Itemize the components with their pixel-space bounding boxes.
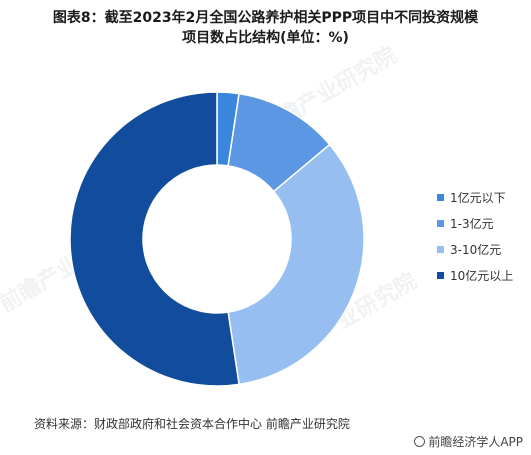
legend-item-1: 1亿元以下	[437, 191, 531, 205]
brand-logo-icon	[414, 436, 426, 447]
legend-label: 3-10亿元	[450, 243, 502, 257]
legend-label: 1亿元以下	[450, 191, 506, 205]
brand-footer: 前瞻经济学人APP	[414, 433, 523, 450]
chart-title-line-1: 图表8：截至2023年2月全国公路养护相关PPP项目中不同投资规模	[52, 10, 479, 26]
donut-chart-svg	[69, 91, 365, 387]
legend-item-3: 3-10亿元	[437, 243, 531, 257]
brand-name: 前瞻经济学人APP	[428, 435, 523, 449]
legend-swatch	[437, 220, 444, 227]
legend-swatch	[437, 246, 444, 253]
legend-item-2: 1-3亿元	[437, 217, 531, 231]
donut-chart	[0, 70, 531, 400]
legend-label: 1-3亿元	[450, 217, 494, 231]
donut-slice-4	[69, 91, 240, 387]
legend-item-4: 10亿元以上	[437, 269, 531, 283]
source-note: 资料来源：财政部政府和社会资本合作中心 前瞻产业研究院	[34, 417, 350, 431]
chart-title-line-2: 项目数占比结构(单位：%)	[182, 30, 349, 46]
donut-slice-3	[227, 143, 365, 386]
legend-swatch	[437, 194, 444, 201]
legend-swatch	[437, 272, 444, 279]
chart-legend: 1亿元以下 1-3亿元 3-10亿元 10亿元以上	[437, 191, 531, 295]
legend-label: 10亿元以上	[450, 269, 514, 283]
